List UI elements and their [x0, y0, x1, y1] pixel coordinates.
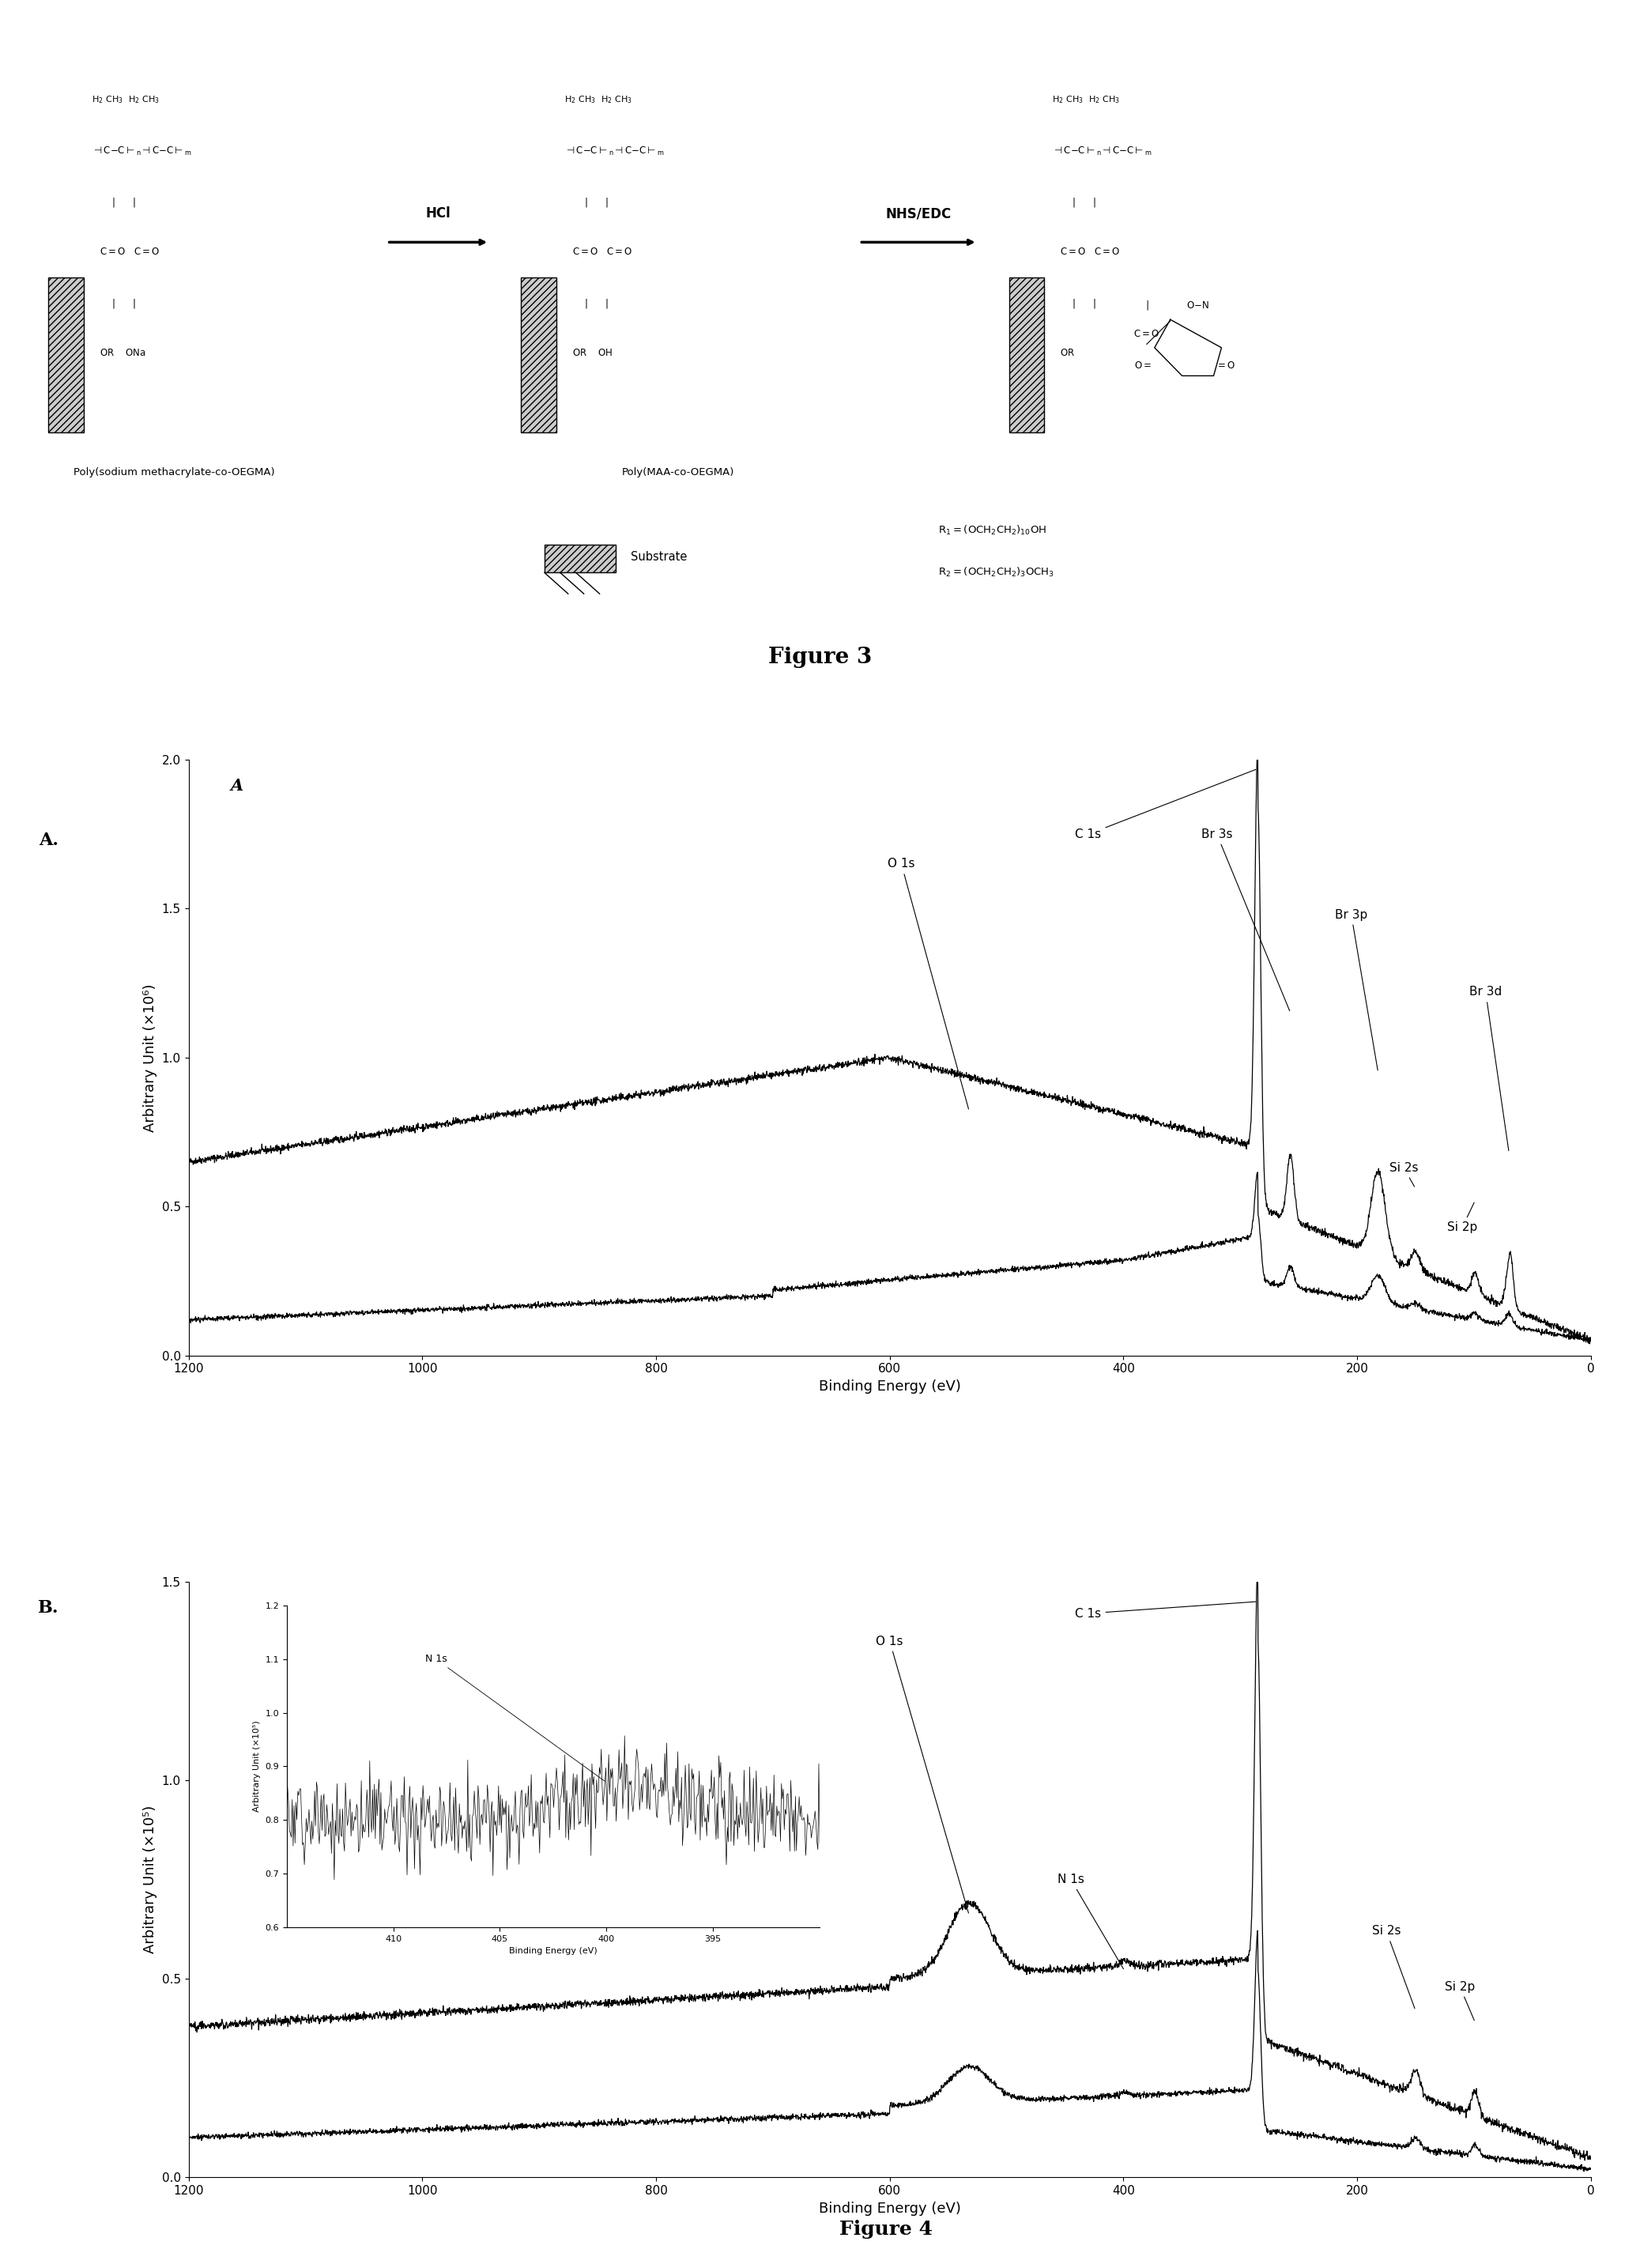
Text: $\sf H_2\ CH_3\ \ H_2\ CH_3$: $\sf H_2\ CH_3\ \ H_2\ CH_3$	[1053, 95, 1120, 107]
Text: $\sf |\ \ \ \ \ \ |$: $\sf |\ \ \ \ \ \ |$	[112, 195, 136, 209]
Text: OR$\sf \ \ \ \ $ONa: OR$\sf \ \ \ \ $ONa	[100, 347, 146, 358]
Text: $|$: $|$	[1145, 299, 1148, 311]
Text: O 1s: O 1s	[876, 1635, 969, 1914]
Text: $\sf \dashv C{-}C\vdash_n\dashv C{-}C\vdash_m$: $\sf \dashv C{-}C\vdash_n\dashv C{-}C\vd…	[92, 145, 192, 156]
Text: A: A	[231, 778, 243, 794]
Bar	[1009, 277, 1045, 431]
Text: Poly(sodium methacrylate-co-OEGMA): Poly(sodium methacrylate-co-OEGMA)	[74, 467, 276, 479]
Text: Br 3p: Br 3p	[1335, 909, 1378, 1070]
Bar	[522, 277, 556, 431]
Text: $\sf R_1 = (OCH_2CH_2)_{10}OH$: $\sf R_1 = (OCH_2CH_2)_{10}OH$	[938, 524, 1046, 538]
Y-axis label: Arbitrary Unit (×10⁶): Arbitrary Unit (×10⁶)	[143, 984, 157, 1132]
Text: $\sf O=$: $\sf O=$	[1133, 361, 1151, 370]
Text: $\sf |\ \ \ \ \ \ |$: $\sf |\ \ \ \ \ \ |$	[112, 297, 136, 311]
Text: $\sf |\ \ \ \ \ \ |$: $\sf |\ \ \ \ \ \ |$	[1073, 297, 1097, 311]
Text: C 1s: C 1s	[1076, 1601, 1256, 1619]
Text: $\sf \dashv C{-}C\vdash_n\dashv C{-}C\vdash_m$: $\sf \dashv C{-}C\vdash_n\dashv C{-}C\vd…	[564, 145, 664, 156]
Text: $\sf C{=}O\ \ \ C{=}O$: $\sf C{=}O\ \ \ C{=}O$	[1059, 247, 1120, 256]
Text: Substrate: Substrate	[631, 551, 687, 562]
Text: Br 3d: Br 3d	[1469, 987, 1509, 1150]
Text: $\sf \dashv C{-}C\vdash_n\dashv C{-}C\vdash_m$: $\sf \dashv C{-}C\vdash_n\dashv C{-}C\vd…	[1053, 145, 1153, 156]
Text: N 1s: N 1s	[1058, 1873, 1123, 1969]
Text: Br 3s: Br 3s	[1200, 828, 1289, 1012]
Text: Poly(MAA-co-OEGMA): Poly(MAA-co-OEGMA)	[622, 467, 735, 479]
Text: HCl: HCl	[426, 206, 451, 220]
Bar	[544, 544, 615, 574]
Text: Figure 3: Figure 3	[768, 646, 872, 667]
Text: OR$\sf \ \ \ \ $OH: OR$\sf \ \ \ \ $OH	[572, 347, 613, 358]
Text: $\sf |\ \ \ \ \ \ |$: $\sf |\ \ \ \ \ \ |$	[584, 297, 608, 311]
Text: A.: A.	[38, 832, 59, 848]
Text: Si 2p: Si 2p	[1445, 1980, 1474, 2021]
Text: Si 2s: Si 2s	[1389, 1161, 1419, 1186]
Text: Si 2p: Si 2p	[1446, 1202, 1478, 1234]
Text: Figure 4: Figure 4	[840, 2220, 932, 2239]
Text: NHS/EDC: NHS/EDC	[886, 206, 951, 220]
X-axis label: Binding Energy (eV): Binding Energy (eV)	[818, 1379, 961, 1393]
Text: $\sf H_2\ CH_3\ \ H_2\ CH_3$: $\sf H_2\ CH_3\ \ H_2\ CH_3$	[92, 95, 159, 107]
X-axis label: Binding Energy (eV): Binding Energy (eV)	[818, 2202, 961, 2216]
Y-axis label: Arbitrary Unit (×10⁵): Arbitrary Unit (×10⁵)	[143, 1805, 157, 1953]
Text: $\sf C{=}O$: $\sf C{=}O$	[1133, 329, 1159, 338]
Text: $\sf C{=}O\ \ \ C{=}O$: $\sf C{=}O\ \ \ C{=}O$	[100, 247, 161, 256]
Text: O 1s: O 1s	[887, 857, 969, 1109]
Text: OR$\sf \ \ \ \ $: OR$\sf \ \ \ \ $	[1059, 347, 1076, 358]
Bar	[49, 277, 84, 431]
Text: $\sf |\ \ \ \ \ \ |$: $\sf |\ \ \ \ \ \ |$	[584, 195, 608, 209]
Text: $\sf =O$: $\sf =O$	[1215, 361, 1235, 370]
Text: $\sf H_2\ CH_3\ \ H_2\ CH_3$: $\sf H_2\ CH_3\ \ H_2\ CH_3$	[564, 95, 631, 107]
Text: C 1s: C 1s	[1076, 769, 1256, 839]
Text: $\sf O{-}N$: $\sf O{-}N$	[1186, 299, 1209, 311]
Text: $\sf |\ \ \ \ \ \ |$: $\sf |\ \ \ \ \ \ |$	[1073, 195, 1097, 209]
Text: Si 2s: Si 2s	[1373, 1926, 1415, 2009]
Text: $\sf C{=}O\ \ \ C{=}O$: $\sf C{=}O\ \ \ C{=}O$	[572, 247, 633, 256]
Text: $\sf R_2 = (OCH_2CH_2)_3OCH_3$: $\sf R_2 = (OCH_2CH_2)_3OCH_3$	[938, 567, 1055, 578]
Text: B.: B.	[38, 1599, 59, 1617]
